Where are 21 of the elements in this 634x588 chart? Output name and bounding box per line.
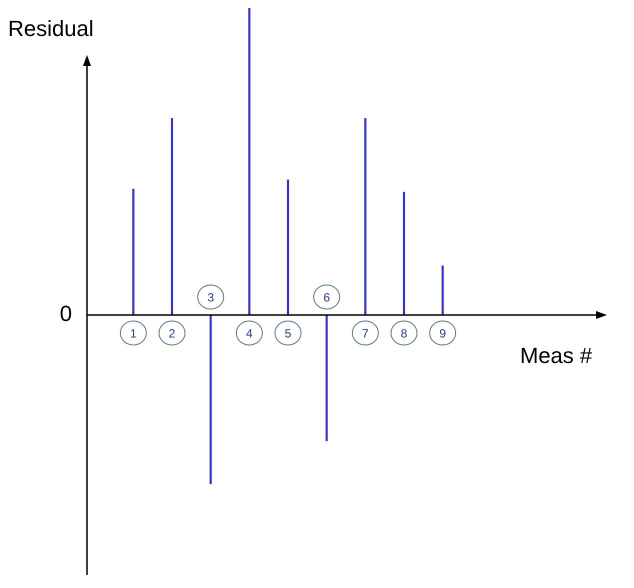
- x-tick-label: 8: [400, 326, 408, 340]
- x-tick-label: 4: [246, 326, 253, 340]
- x-axis-title: Meas #: [520, 343, 593, 368]
- x-tick-label: 9: [439, 326, 446, 340]
- x-tick-label: 6: [323, 290, 330, 304]
- bar: [364, 118, 366, 316]
- bar: [442, 266, 444, 316]
- y-axis-title: Residual: [8, 16, 94, 42]
- bar: [286, 180, 290, 316]
- x-tick-label: 5: [284, 326, 292, 340]
- bar: [326, 314, 328, 442]
- x-tick-label: 3: [207, 290, 214, 304]
- x-tick-label: 2: [168, 326, 176, 340]
- bar: [210, 314, 212, 484]
- bar: [248, 8, 250, 316]
- x-tick-label: 7: [362, 326, 369, 340]
- bar: [402, 192, 406, 316]
- text: 0: [60, 301, 72, 326]
- x-tick-label: 1: [130, 326, 137, 340]
- bar: [170, 118, 174, 316]
- bar: [132, 188, 134, 316]
